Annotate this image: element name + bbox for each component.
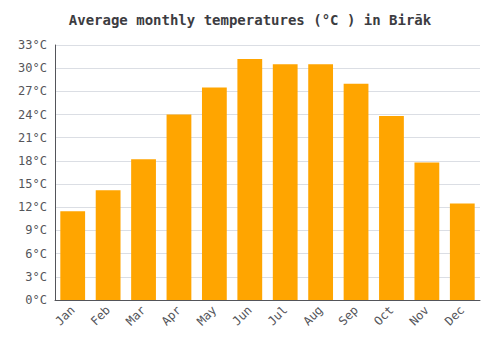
svg-text:24°C: 24°C	[18, 108, 47, 122]
svg-text:18°C: 18°C	[18, 154, 47, 168]
svg-text:Feb: Feb	[88, 303, 113, 328]
svg-text:30°C: 30°C	[18, 61, 47, 75]
svg-text:May: May	[194, 303, 219, 328]
svg-text:Dec: Dec	[442, 303, 467, 328]
svg-text:Apr: Apr	[159, 303, 184, 328]
svg-text:3°C: 3°C	[25, 270, 47, 284]
svg-text:27°C: 27°C	[18, 84, 47, 98]
svg-text:Jun: Jun	[230, 303, 255, 328]
svg-text:12°C: 12°C	[18, 200, 47, 214]
svg-text:0°C: 0°C	[25, 293, 47, 307]
svg-text:6°C: 6°C	[25, 247, 47, 261]
svg-text:33°C: 33°C	[18, 38, 47, 52]
svg-text:Jul: Jul	[265, 303, 290, 328]
svg-text:Mar: Mar	[123, 303, 148, 328]
svg-text:Oct: Oct	[371, 303, 396, 328]
svg-text:9°C: 9°C	[25, 223, 47, 237]
svg-text:Average monthly temperatures (: Average monthly temperatures (°C ) in Bi…	[69, 12, 432, 28]
svg-text:Sep: Sep	[336, 303, 361, 328]
svg-text:Aug: Aug	[300, 303, 325, 328]
svg-text:21°C: 21°C	[18, 131, 47, 145]
svg-text:Jan: Jan	[52, 303, 77, 328]
svg-text:Nov: Nov	[407, 303, 432, 328]
svg-text:15°C: 15°C	[18, 177, 47, 191]
